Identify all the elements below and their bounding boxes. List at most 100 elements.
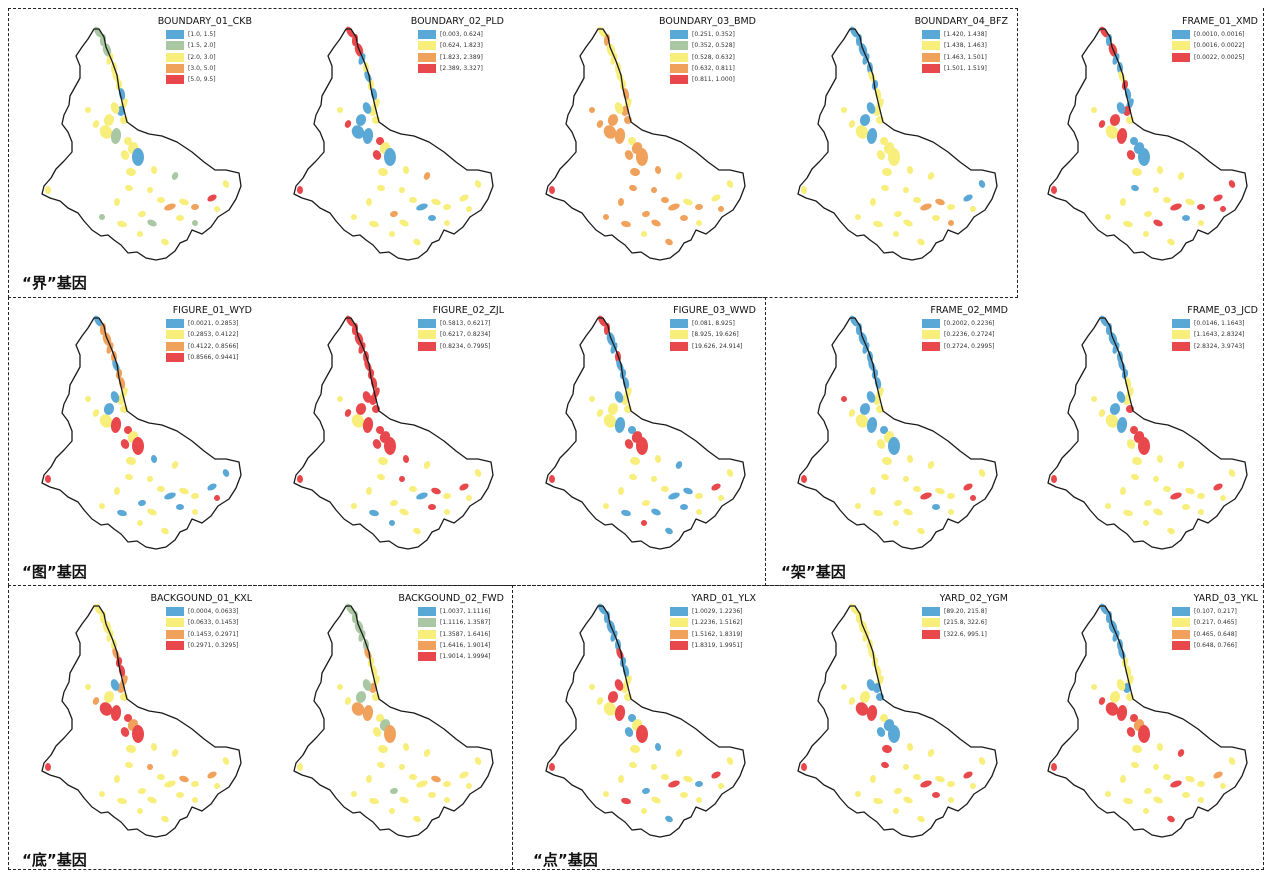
map-spot xyxy=(120,727,130,737)
legend-item: [2.0, 3.0] xyxy=(166,52,252,63)
map-spot xyxy=(1130,714,1138,722)
map-spot xyxy=(1220,206,1226,212)
map-spot xyxy=(848,697,856,705)
map-spot xyxy=(628,426,636,434)
map-spot xyxy=(459,483,469,491)
map-spot xyxy=(147,476,153,482)
map-spot xyxy=(372,727,382,737)
legend-range: [0.0146, 1.1643] xyxy=(1194,320,1245,328)
group-frame-point xyxy=(512,585,1264,870)
map-spot xyxy=(191,492,199,500)
legend-range: [0.2971, 0.3295] xyxy=(188,642,239,650)
legend-range: [1.463, 1.501] xyxy=(944,53,987,61)
legend-item: [0.2002, 0.2236] xyxy=(922,318,1008,329)
legend-item: [1.420, 1.438] xyxy=(922,29,1008,40)
map-spot xyxy=(683,198,693,206)
map-spot xyxy=(1050,186,1058,194)
group-label-boundary: “界”基因 xyxy=(22,274,87,292)
map-spot xyxy=(876,727,886,737)
map-spot xyxy=(917,815,925,823)
map-spot xyxy=(866,705,878,721)
map-spot xyxy=(596,697,604,705)
legend-range: [1.420, 1.438] xyxy=(944,31,987,39)
map-spot xyxy=(629,761,637,769)
map-spot xyxy=(675,461,683,469)
legend-range: [0.0016, 0.0022] xyxy=(1194,42,1245,50)
map-spot xyxy=(126,167,136,177)
map-spot xyxy=(103,114,115,126)
map-spot xyxy=(621,797,631,805)
legend-range: [1.823, 2.389] xyxy=(440,53,483,61)
map-spot xyxy=(1167,815,1175,823)
legend-range: [1.1116, 1.3587] xyxy=(440,619,491,627)
map-spot xyxy=(894,210,902,218)
map-spot xyxy=(1116,128,1128,144)
map-spot xyxy=(351,414,365,428)
map-spot xyxy=(1091,107,1097,113)
legend-item: [19.626, 24.914] xyxy=(670,341,756,352)
legend-item: [0.0010, 0.0016] xyxy=(1172,29,1258,40)
legend-range: [0.003, 0.624] xyxy=(440,31,483,39)
map-spot xyxy=(138,210,146,218)
map-panel-frame-02-mmd: FRAME_02_MMD [0.2002, 0.2236] [0.2236, 0.… xyxy=(768,301,1018,591)
map-spots xyxy=(44,26,230,246)
map-spot xyxy=(431,198,441,206)
province-outline xyxy=(1047,605,1248,838)
map-spot xyxy=(1116,705,1128,721)
map-spot xyxy=(1098,120,1106,128)
legend-swatch xyxy=(922,607,940,617)
legend-item: [1.2236, 1.5162] xyxy=(670,617,756,628)
province-outline xyxy=(293,28,494,261)
map-spot xyxy=(866,417,878,433)
legend-range: [0.0633, 0.1453] xyxy=(188,619,239,627)
map-legend: [0.2002, 0.2236] [0.2236, 0.2724] [0.2724,… xyxy=(922,318,1008,352)
province-outline xyxy=(1047,317,1248,550)
map-spot xyxy=(882,456,892,466)
legend-swatch xyxy=(166,607,184,617)
province-map xyxy=(293,315,494,550)
legend-item: [0.632, 0.811] xyxy=(670,63,756,74)
map-legend: [0.251, 0.352] [0.352, 0.528] [0.528, 0.63… xyxy=(670,29,756,85)
map-spot xyxy=(614,417,626,433)
map-spot xyxy=(624,439,634,449)
legend-item: [0.003, 0.624] xyxy=(418,29,504,40)
map-spot xyxy=(617,487,625,495)
map-spot xyxy=(800,475,808,483)
map-spot xyxy=(855,125,869,139)
map-spot xyxy=(214,495,220,501)
map-spot xyxy=(337,107,343,113)
map-title: BOUNDARY_01_CKB xyxy=(157,16,252,27)
map-spot xyxy=(635,148,649,166)
legend-swatch xyxy=(1172,30,1190,40)
map-panel-backgound-01-kxl: BACKGOUND_01_KXL [0.0004, 0.0633] [0.0633… xyxy=(12,589,262,879)
map-spot xyxy=(1213,194,1223,202)
map-spot xyxy=(859,691,871,703)
legend-swatch xyxy=(166,64,184,74)
map-spot xyxy=(903,796,913,804)
map-spot xyxy=(131,725,145,743)
map-spot xyxy=(603,702,617,716)
map-spot xyxy=(176,504,184,510)
province-map xyxy=(797,315,998,550)
map-spot xyxy=(913,773,921,781)
map-spot xyxy=(963,771,973,779)
map-spot xyxy=(1098,697,1106,705)
map-spot xyxy=(927,461,935,469)
map-spot xyxy=(369,220,379,228)
map-spot xyxy=(413,527,421,535)
legend-range: [1.3587, 1.6416] xyxy=(440,630,491,638)
map-spot xyxy=(548,763,556,771)
legend-item: [8.925, 19.626] xyxy=(670,329,756,340)
map-spot xyxy=(718,495,724,501)
map-spot xyxy=(1185,487,1195,495)
map-title: FRAME_01_XMD xyxy=(1182,16,1258,27)
map-spot xyxy=(372,439,382,449)
province-map xyxy=(41,315,242,550)
map-spot xyxy=(1182,504,1190,510)
map-spot xyxy=(416,780,428,788)
map-spot xyxy=(344,409,352,417)
map-spot xyxy=(1119,198,1127,206)
legend-item: [0.811, 1.000] xyxy=(670,74,756,85)
map-spot xyxy=(614,705,626,721)
map-spot xyxy=(443,492,451,500)
